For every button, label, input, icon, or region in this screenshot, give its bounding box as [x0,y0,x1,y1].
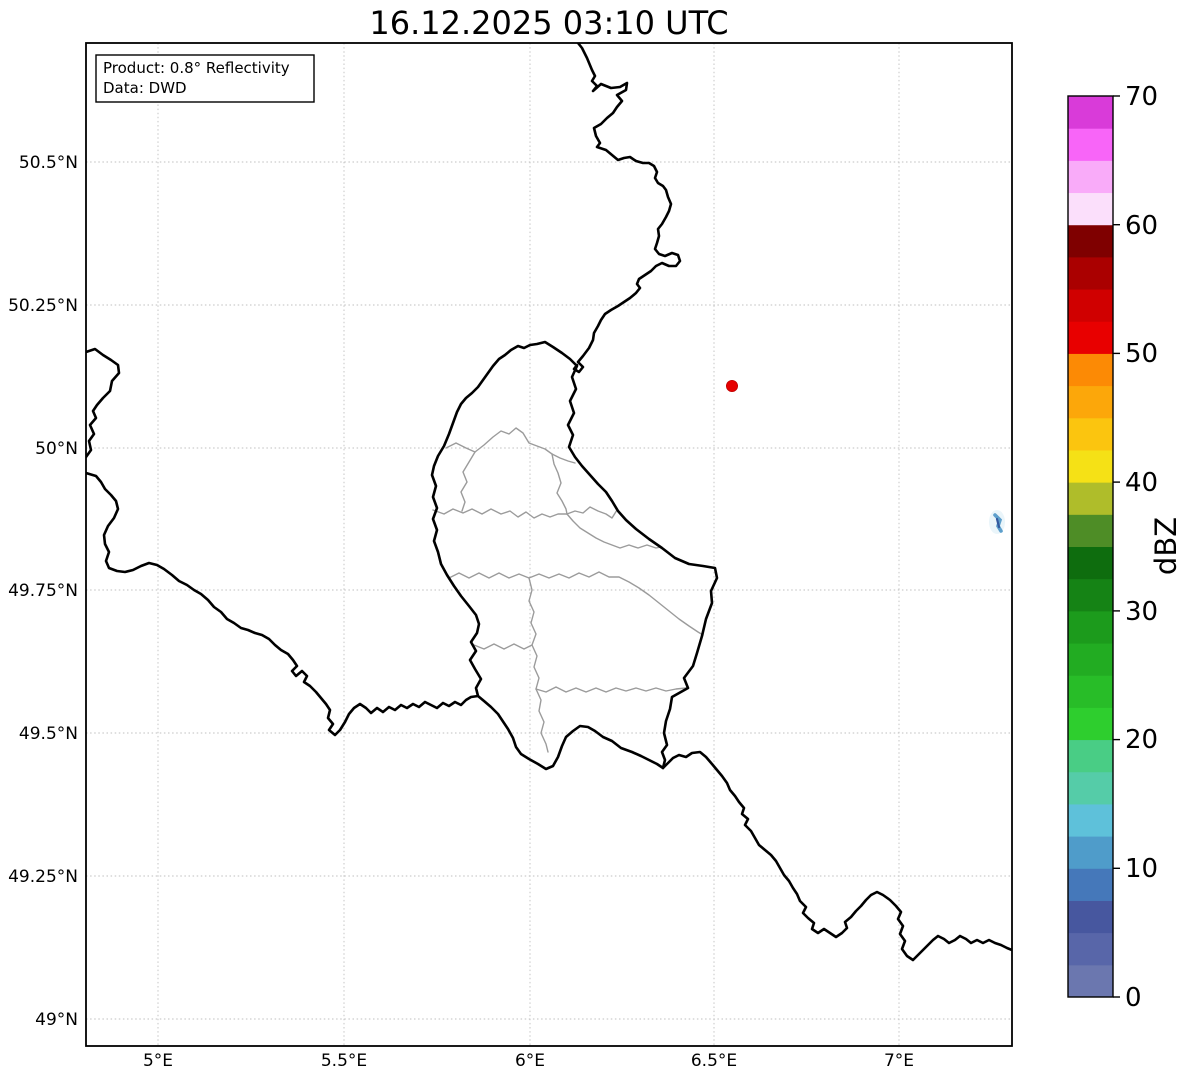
colorbar-cell [1068,289,1113,322]
colorbar-cell [1068,321,1113,354]
colorbar-cell [1068,128,1113,161]
colorbar-cell [1068,707,1113,741]
canton-borders-layer [432,427,704,753]
lat-tick-label: 49°N [35,1010,78,1030]
lon-axis-labels: 5°E 5.5°E 6°E 6.5°E 7°E [143,1051,914,1071]
canton-border [535,686,687,693]
canton-border [432,508,568,519]
colorbar-tick-label: 40 [1125,468,1158,498]
colorbar-cell [1068,224,1113,258]
border-belgium-germany [572,43,682,374]
lon-tick-label: 5°E [143,1051,173,1071]
map-layers [86,43,1012,962]
colorbar-cell [1068,868,1113,901]
colorbar-cell [1068,385,1113,419]
colorbar-cell [1068,256,1113,290]
colorbar-tick-label: 70 [1125,82,1158,112]
echo-core [995,517,1001,529]
plot-frame [85,42,1013,1047]
colorbar-cell [1068,192,1113,226]
colorbar-frame [1067,95,1114,998]
canton-border [445,427,576,464]
info-box: Product: 0.8° Reflectivity Data: DWD [95,54,315,103]
lat-tick-label: 50°N [35,439,78,459]
colorbar-cell [1068,417,1113,451]
lat-tick-label: 50.5°N [19,153,78,173]
lon-tick-label: 6.5°E [691,1051,737,1071]
colorbar-cell [1068,449,1113,483]
info-box-frame [95,54,315,103]
colorbar-cell [1068,96,1113,129]
colorbar-cell [1068,836,1113,869]
canton-border [448,571,704,636]
lat-tick-label: 49.25°N [8,867,78,887]
canton-border [566,506,618,519]
graticule-gridlines [86,43,1012,1046]
colorbar-cell [1068,932,1113,966]
colorbar-cell [1068,643,1113,676]
border-france-germany [661,750,1012,962]
lat-axis-labels: 50.5°N 50.25°N 50°N 49.75°N 49.5°N 49.25… [8,153,78,1030]
lat-tick-label: 49.5°N [19,724,78,744]
border-france-belgium-hook [86,347,121,459]
lon-tick-label: 7°E [884,1051,914,1071]
colorbar-cell [1068,353,1113,387]
precipitation-echo [989,510,1005,534]
colorbar-cell [1068,160,1113,194]
colorbar-tick-label: 10 [1125,854,1158,884]
colorbar-tick-label: 60 [1125,211,1158,241]
colorbar-tick-label: 30 [1125,597,1158,627]
colorbar-cell [1068,675,1113,708]
lat-tick-label: 49.75°N [8,581,78,601]
colorbar-tick-label: 50 [1125,339,1158,369]
colorbar-tick-label: 20 [1125,725,1158,755]
canton-border [528,577,549,753]
border-france-belgium [86,471,480,737]
colorbar-ticks [1113,95,1120,998]
colorbar-cell [1068,900,1113,934]
country-borders-layer [86,43,1012,962]
figure-title: 16.12.2025 03:10 UTC [369,4,728,42]
canton-border [460,451,476,512]
canton-border [473,643,533,650]
colorbar-cell [1068,803,1113,837]
colorbar-cell [1068,514,1113,547]
canton-border [551,453,568,515]
lat-tick-label: 50.25°N [8,296,78,316]
colorbar-cell [1068,739,1113,773]
info-box-product: Product: 0.8° Reflectivity [103,59,290,77]
canton-border [566,513,662,549]
colorbar-unit-label: dBZ [1149,517,1183,575]
colorbar-cell [1068,578,1113,612]
colorbar-tick-labels: 70 60 50 40 30 20 10 0 [1125,82,1158,1013]
colorbar-cell [1068,546,1113,580]
border-luxembourg-outline [430,340,719,771]
colorbar-tick-label: 0 [1125,983,1142,1013]
info-box-source: Data: DWD [103,79,187,97]
colorbar: 70 60 50 40 30 20 10 0 dBZ [1067,82,1183,1013]
colorbar-cell [1068,610,1113,644]
radar-site-marker [726,379,739,392]
colorbar-cell [1068,771,1113,805]
lon-tick-label: 6°E [515,1051,545,1071]
colorbar-cells [1068,96,1113,998]
colorbar-cell [1068,964,1113,998]
lon-tick-label: 5.5°E [321,1051,367,1071]
colorbar-cell [1068,482,1113,515]
